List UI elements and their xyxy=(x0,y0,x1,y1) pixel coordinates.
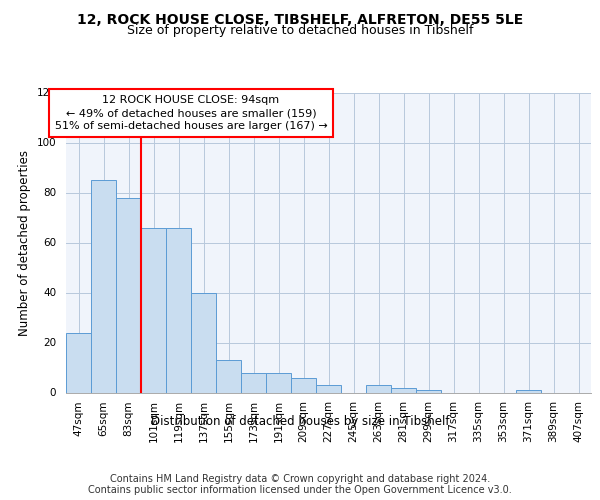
Bar xyxy=(141,228,166,392)
Text: Contains public sector information licensed under the Open Government Licence v3: Contains public sector information licen… xyxy=(88,485,512,495)
Text: Distribution of detached houses by size in Tibshelf: Distribution of detached houses by size … xyxy=(151,415,449,428)
Bar xyxy=(91,180,116,392)
Bar xyxy=(291,378,316,392)
Y-axis label: Number of detached properties: Number of detached properties xyxy=(18,150,31,336)
Bar xyxy=(241,372,266,392)
Bar xyxy=(66,332,91,392)
Bar xyxy=(266,372,291,392)
Bar xyxy=(316,385,341,392)
Text: 12, ROCK HOUSE CLOSE, TIBSHELF, ALFRETON, DE55 5LE: 12, ROCK HOUSE CLOSE, TIBSHELF, ALFRETON… xyxy=(77,12,523,26)
Bar xyxy=(166,228,191,392)
Bar xyxy=(416,390,441,392)
Bar xyxy=(191,292,216,392)
Bar xyxy=(391,388,416,392)
Text: Size of property relative to detached houses in Tibshelf: Size of property relative to detached ho… xyxy=(127,24,473,37)
Bar xyxy=(516,390,541,392)
Text: Contains HM Land Registry data © Crown copyright and database right 2024.: Contains HM Land Registry data © Crown c… xyxy=(110,474,490,484)
Bar xyxy=(116,198,141,392)
Bar xyxy=(366,385,391,392)
Text: 12 ROCK HOUSE CLOSE: 94sqm
← 49% of detached houses are smaller (159)
51% of sem: 12 ROCK HOUSE CLOSE: 94sqm ← 49% of deta… xyxy=(55,95,328,132)
Bar xyxy=(216,360,241,392)
